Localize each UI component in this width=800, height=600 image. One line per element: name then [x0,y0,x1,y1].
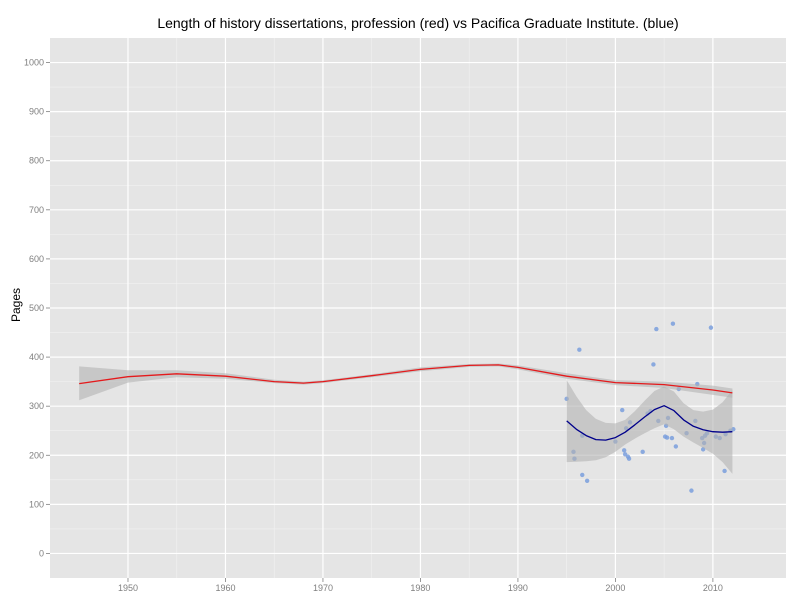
y-tick-label: 200 [29,450,44,460]
data-point [626,456,632,461]
y-tick-label: 0 [39,548,44,558]
x-tick-label: 1990 [508,583,528,593]
data-point [689,488,694,493]
x-tick-label: 1970 [313,583,333,593]
data-point [620,407,625,413]
chart-title: Length of history dissertations, profess… [157,15,678,31]
x-tick-label: 1980 [410,583,430,593]
profession-trend-line [79,364,733,394]
x-tick-label: 2010 [703,583,723,593]
data-point [622,452,628,457]
x-tick-label: 1950 [118,583,138,593]
pacifica-trend-line [566,405,733,441]
plot-area: 0 100 200 300 400 500 600 700 800 900 1000 1950 1960… [24,38,786,593]
y-tick-label: 900 [29,107,44,117]
x-tick-label: 1960 [215,583,235,593]
data-point [577,347,582,352]
y-tick-label: 400 [29,352,44,362]
y-tick-label: 600 [29,254,44,264]
data-point [654,326,659,332]
x-tick-label: 2000 [605,583,625,593]
data-point [669,435,675,441]
data-point [673,444,679,449]
y-tick-label: 300 [29,401,44,411]
data-point [640,449,645,455]
y-axis-label: Pages [9,288,23,322]
data-point [722,468,727,474]
y-tick-label: 500 [29,303,44,313]
data-point [651,362,656,367]
y-tick-label: 1000 [24,58,44,68]
data-point [670,321,676,326]
data-point [580,472,585,478]
y-tick-label: 100 [29,499,44,509]
data-point [664,435,670,440]
pacifica-confidence-band [566,380,733,474]
y-tick-label: 800 [29,156,44,166]
data-point [621,448,627,453]
data-point [584,478,590,483]
data-point [708,325,714,330]
y-tick-label: 700 [29,205,44,215]
